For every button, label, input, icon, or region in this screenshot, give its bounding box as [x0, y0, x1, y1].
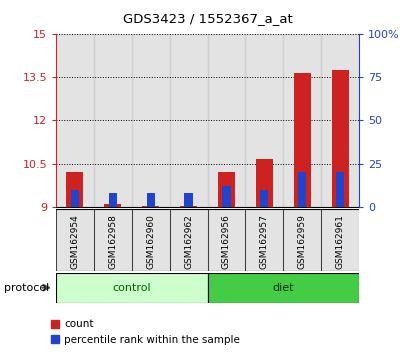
Bar	[283, 34, 321, 207]
Bar	[332, 70, 349, 207]
Text: GSM162958: GSM162958	[108, 214, 117, 269]
Bar	[208, 273, 359, 303]
Bar	[218, 172, 235, 207]
Legend: count, percentile rank within the sample: count, percentile rank within the sample	[47, 315, 244, 349]
Text: GSM162962: GSM162962	[184, 214, 193, 269]
Bar	[104, 204, 121, 207]
Bar	[94, 209, 132, 271]
Text: GSM162961: GSM162961	[336, 214, 344, 269]
Bar	[56, 209, 94, 271]
Bar	[283, 209, 321, 271]
Bar	[321, 34, 359, 207]
Bar	[170, 209, 208, 271]
Text: GSM162954: GSM162954	[71, 214, 79, 269]
Text: GSM162960: GSM162960	[146, 214, 155, 269]
Bar	[184, 193, 193, 207]
Text: protocol: protocol	[4, 282, 49, 293]
Bar	[321, 209, 359, 271]
Bar	[180, 206, 197, 207]
Bar	[298, 172, 306, 207]
Bar	[208, 34, 245, 207]
Bar	[222, 186, 231, 207]
Text: control: control	[112, 282, 151, 293]
Bar	[146, 193, 155, 207]
Bar	[208, 209, 245, 271]
Bar	[245, 34, 283, 207]
Bar	[132, 209, 170, 271]
Bar	[256, 159, 273, 207]
Bar	[294, 73, 311, 207]
Bar	[109, 193, 117, 207]
Bar	[142, 206, 159, 207]
Bar	[132, 34, 170, 207]
Text: GSM162959: GSM162959	[298, 214, 307, 269]
Bar	[56, 34, 94, 207]
Bar	[56, 273, 208, 303]
Bar	[94, 34, 132, 207]
Text: GSM162957: GSM162957	[260, 214, 269, 269]
Text: GSM162956: GSM162956	[222, 214, 231, 269]
Bar	[336, 172, 344, 207]
Text: diet: diet	[273, 282, 294, 293]
Text: GDS3423 / 1552367_a_at: GDS3423 / 1552367_a_at	[122, 12, 293, 25]
Bar	[260, 190, 269, 207]
Bar	[245, 209, 283, 271]
Bar	[170, 34, 208, 207]
Bar	[66, 172, 83, 207]
Bar	[71, 190, 79, 207]
